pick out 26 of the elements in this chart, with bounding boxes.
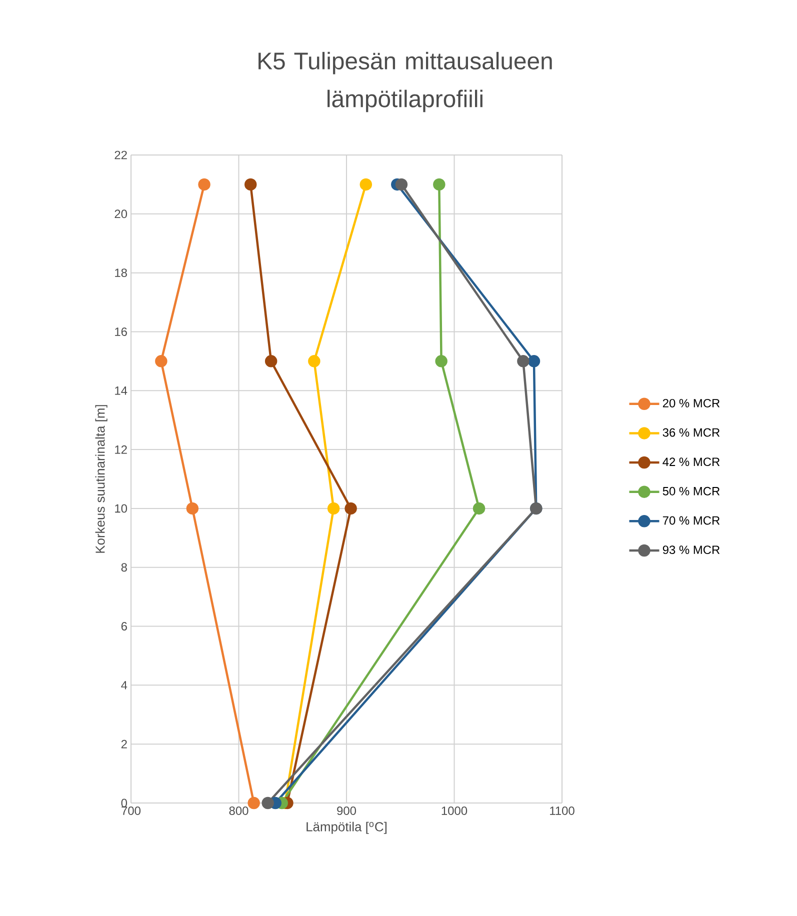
y-tick-label: 8 (121, 563, 127, 572)
legend-label: 93 % MCR (662, 546, 720, 554)
legend-label: 42 % MCR (662, 458, 720, 466)
y-tick-label: 2 (121, 740, 127, 748)
y-tick-label: 4 (121, 681, 128, 690)
x-tick-label: 1000 (442, 806, 468, 815)
x-axis-title: Lämpötila [$^{o}$C] (306, 822, 386, 834)
x-tick-label: 900 (337, 806, 356, 815)
y-tick-label: 18 (115, 268, 127, 278)
y-tick-label: 0 (121, 798, 128, 808)
y-axis-title: Korkeus suutinarinalta [m] (95, 405, 108, 553)
legend-label: 20 % MCR (662, 398, 720, 408)
y-tick-label: 14 (115, 386, 128, 395)
x-tick-label: 800 (229, 806, 248, 815)
x-tick-label: 700 (122, 806, 141, 815)
legend-label: 36 % MCR (662, 428, 720, 437)
y-tick-label: 10 (115, 504, 128, 513)
y-tick-label: 16 (115, 327, 127, 336)
y-tick-label: 22 (114, 150, 127, 160)
y-tick-label: 6 (121, 622, 127, 630)
y-tick-label: 12 (115, 445, 127, 454)
x-tick-label: 1100 (550, 806, 574, 815)
chart-title: K5 Tulipesän mittausalueen lämpötilaprofiili (258, 52, 552, 112)
legend-label: 70 % MCR (662, 516, 720, 525)
legend-label: 50 % MCR (662, 486, 720, 496)
y-tick-label: 20 (114, 210, 128, 218)
